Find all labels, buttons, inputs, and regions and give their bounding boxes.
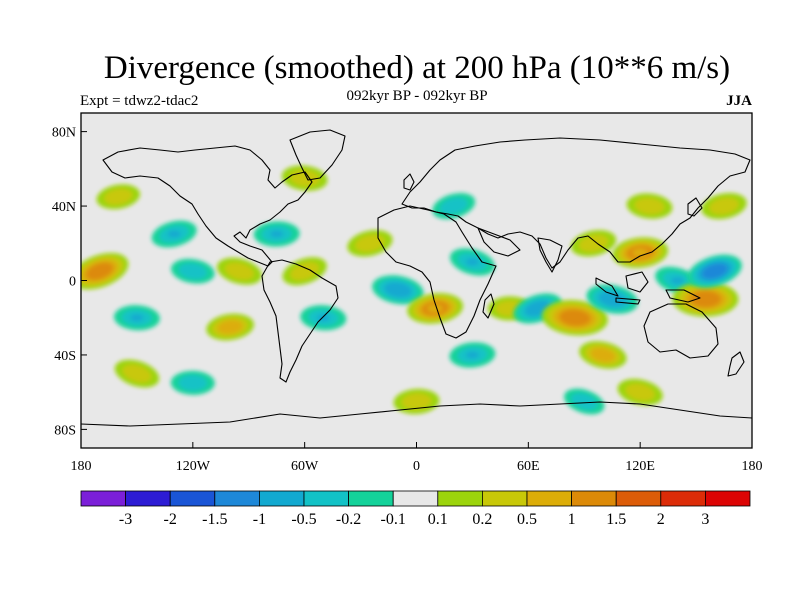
divergence-cell [393, 388, 440, 415]
colorbar-label: -1.5 [202, 511, 227, 528]
x-tick-label: 120W [176, 459, 211, 474]
divergence-cell [701, 193, 747, 220]
y-tick-label: 80S [54, 423, 76, 438]
colorbar-swatch [660, 490, 706, 507]
coast-south-america [261, 259, 339, 383]
divergence-cell [113, 305, 160, 331]
coast-africa [377, 205, 497, 339]
divergence-cell [151, 220, 197, 248]
divergence-cell [216, 257, 262, 285]
colorbar-swatch [615, 490, 662, 507]
x-axis: 180 120W 60W 0 60E 120E 180 [71, 442, 763, 474]
experiment-label: Expt = tdwz2-tdac2 [80, 93, 199, 109]
coast-antarctica [81, 401, 752, 427]
divergence-cell [170, 370, 215, 395]
colorbar-label: 2 [657, 511, 665, 528]
colorbar-swatch [437, 490, 483, 507]
x-tick-label: 120E [625, 459, 655, 474]
coast-java [615, 297, 641, 305]
coast-india [537, 237, 563, 273]
divergence-cell [612, 237, 669, 268]
divergence-cell [300, 305, 347, 331]
colorbar-swatch [214, 490, 260, 507]
colorbar: -3 -2 -1.5 -1 -0.5 -0.2 -0.1 0.1 0.2 0.5 1 1.5 2 3 [80, 490, 751, 528]
colorbar-label: 1.5 [606, 511, 626, 528]
divergence-cell [253, 221, 300, 247]
coast-sumatra [595, 277, 619, 297]
colorbar-swatch [125, 490, 171, 507]
colorbar-label: 1 [568, 511, 576, 528]
colorbar-label: 0.2 [472, 511, 492, 528]
divergence-cell [282, 257, 327, 286]
colorbar-label: -0.5 [291, 511, 316, 528]
colorbar-swatch [258, 490, 305, 507]
y-tick-label: 80N [52, 126, 76, 141]
colorbar-swatch [169, 490, 216, 507]
y-tick-label: 40N [52, 200, 76, 215]
coast-new-zealand [727, 351, 745, 377]
divergence-cell [626, 193, 673, 219]
colorbar-swatch [571, 490, 617, 507]
x-tick-label: 60W [291, 459, 319, 474]
colorbar-swatch [80, 490, 126, 507]
colorbar-label: -0.2 [336, 511, 361, 528]
colorbar-label: -0.1 [381, 511, 406, 528]
divergence-cell [542, 300, 608, 336]
colorbar-label: 3 [701, 511, 709, 528]
x-tick-label: 180 [71, 459, 92, 474]
divergence-cell [372, 275, 424, 305]
coast-greenland [289, 129, 346, 181]
coast-british-isles [403, 173, 415, 191]
y-axis: 80N 40N 0 40S 80S [52, 126, 87, 438]
colorbar-label: 0.1 [428, 511, 448, 528]
divergence-cell [564, 388, 605, 415]
divergence-cell [687, 254, 742, 288]
coastlines [81, 129, 752, 427]
colorbar-swatch [481, 490, 528, 507]
season-label: JJA [726, 93, 752, 109]
divergence-cell [449, 342, 496, 368]
divergence-cell [586, 284, 638, 314]
divergence-cell [114, 359, 160, 388]
y-tick-label: 40S [54, 349, 76, 364]
colorbar-label: 0.5 [517, 511, 537, 528]
y-tick-label: 0 [69, 275, 76, 290]
divergence-cell [347, 230, 393, 257]
divergence-field [81, 165, 747, 415]
divergence-cell [81, 252, 129, 290]
coast-arabia [477, 227, 521, 257]
colorbar-swatch [705, 490, 751, 507]
divergence-cell [450, 248, 495, 276]
coast-eurasia [401, 137, 751, 269]
x-tick-label: 180 [742, 459, 763, 474]
coast-new-guinea [665, 289, 701, 303]
coast-australia [643, 303, 719, 359]
colorbar-label: -2 [164, 511, 177, 528]
x-tick-label: 60E [517, 459, 540, 474]
divergence-cell [407, 293, 463, 324]
divergence-cell [513, 293, 562, 324]
colorbar-swatch [526, 490, 572, 507]
coast-north-america [102, 145, 313, 267]
plot-subtitle: 092kyr BP - 092kyr BP [346, 88, 488, 104]
divergence-cell [617, 378, 663, 406]
coast-borneo [625, 271, 649, 293]
divergence-cell [96, 184, 141, 210]
x-tick-label: 0 [413, 459, 420, 474]
coast-japan [687, 197, 703, 217]
divergence-cell [206, 313, 254, 341]
colorbar-swatch [348, 490, 394, 507]
coast-madagascar [482, 293, 495, 319]
divergence-cell [579, 341, 627, 369]
colorbar-swatch [392, 490, 439, 507]
divergence-cell [432, 193, 476, 220]
colorbar-label: -1 [253, 511, 266, 528]
divergence-cell [171, 258, 215, 284]
plot-title: Divergence (smoothed) at 200 hPa (10**6 … [103, 50, 731, 86]
colorbar-label: -3 [119, 511, 132, 528]
colorbar-swatch [303, 490, 349, 507]
